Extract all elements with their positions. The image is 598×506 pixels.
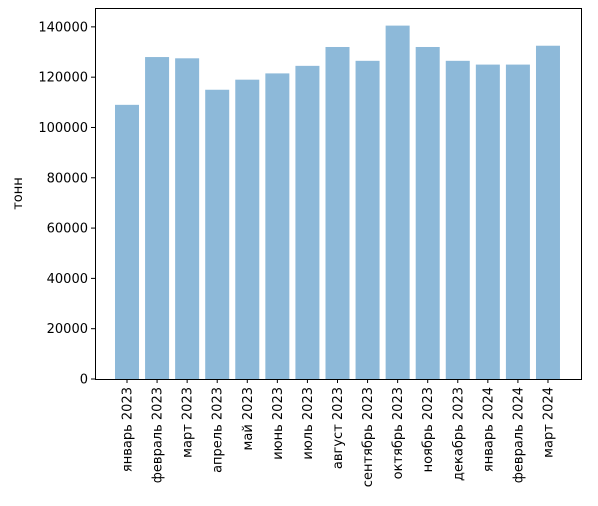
bar	[295, 65, 320, 379]
bar	[325, 46, 350, 380]
x-tick-label: сентябрь 2023	[361, 387, 376, 487]
bar	[445, 60, 470, 379]
bar	[475, 64, 500, 379]
x-tick-label: март 2023	[181, 387, 196, 458]
y-tick-label: 20000	[47, 322, 88, 337]
bar	[115, 104, 139, 379]
bar	[235, 79, 260, 380]
bar	[505, 64, 530, 379]
x-tick-label: январь 2024	[481, 387, 496, 472]
y-axis-ticks: 0 20000 40000 60000 80000 100000 120000 140000	[38, 20, 95, 388]
x-tick-label: февраль 2023	[151, 387, 166, 483]
bar	[175, 58, 200, 380]
y-tick-label: 100000	[38, 121, 88, 136]
bar	[415, 46, 440, 380]
x-tick-label: июль 2023	[301, 387, 316, 460]
x-tick-label: декабрь 2023	[451, 387, 466, 481]
plot-frame	[95, 8, 582, 380]
y-tick-label: 0	[80, 373, 88, 388]
x-tick-label: июнь 2023	[271, 387, 286, 460]
x-tick-label: апрель 2023	[211, 387, 226, 473]
x-axis-ticks: январь 2023 февраль 2023 март 2023 апрель 2…	[121, 379, 556, 487]
bar	[385, 25, 410, 380]
x-tick-label: август 2023	[331, 387, 346, 469]
y-tick-label: 80000	[47, 171, 88, 186]
x-tick-label: февраль 2024	[511, 387, 526, 483]
bar	[265, 73, 290, 380]
x-tick-label: май 2023	[241, 387, 256, 450]
x-tick-label: март 2024	[541, 387, 556, 458]
bars-group	[115, 25, 560, 380]
y-tick-label: 140000	[38, 20, 88, 35]
bar	[205, 89, 230, 379]
y-axis-label: тонн	[11, 177, 26, 210]
bar	[145, 57, 170, 380]
x-tick-label: ноябрь 2023	[421, 387, 436, 472]
bar	[355, 60, 380, 379]
bar	[535, 45, 560, 379]
x-tick-label: октябрь 2023	[391, 387, 406, 479]
y-tick-label: 120000	[38, 71, 88, 86]
y-tick-label: 40000	[47, 272, 88, 287]
y-tick-label: 60000	[47, 222, 88, 237]
x-tick-label: январь 2023	[121, 387, 136, 472]
